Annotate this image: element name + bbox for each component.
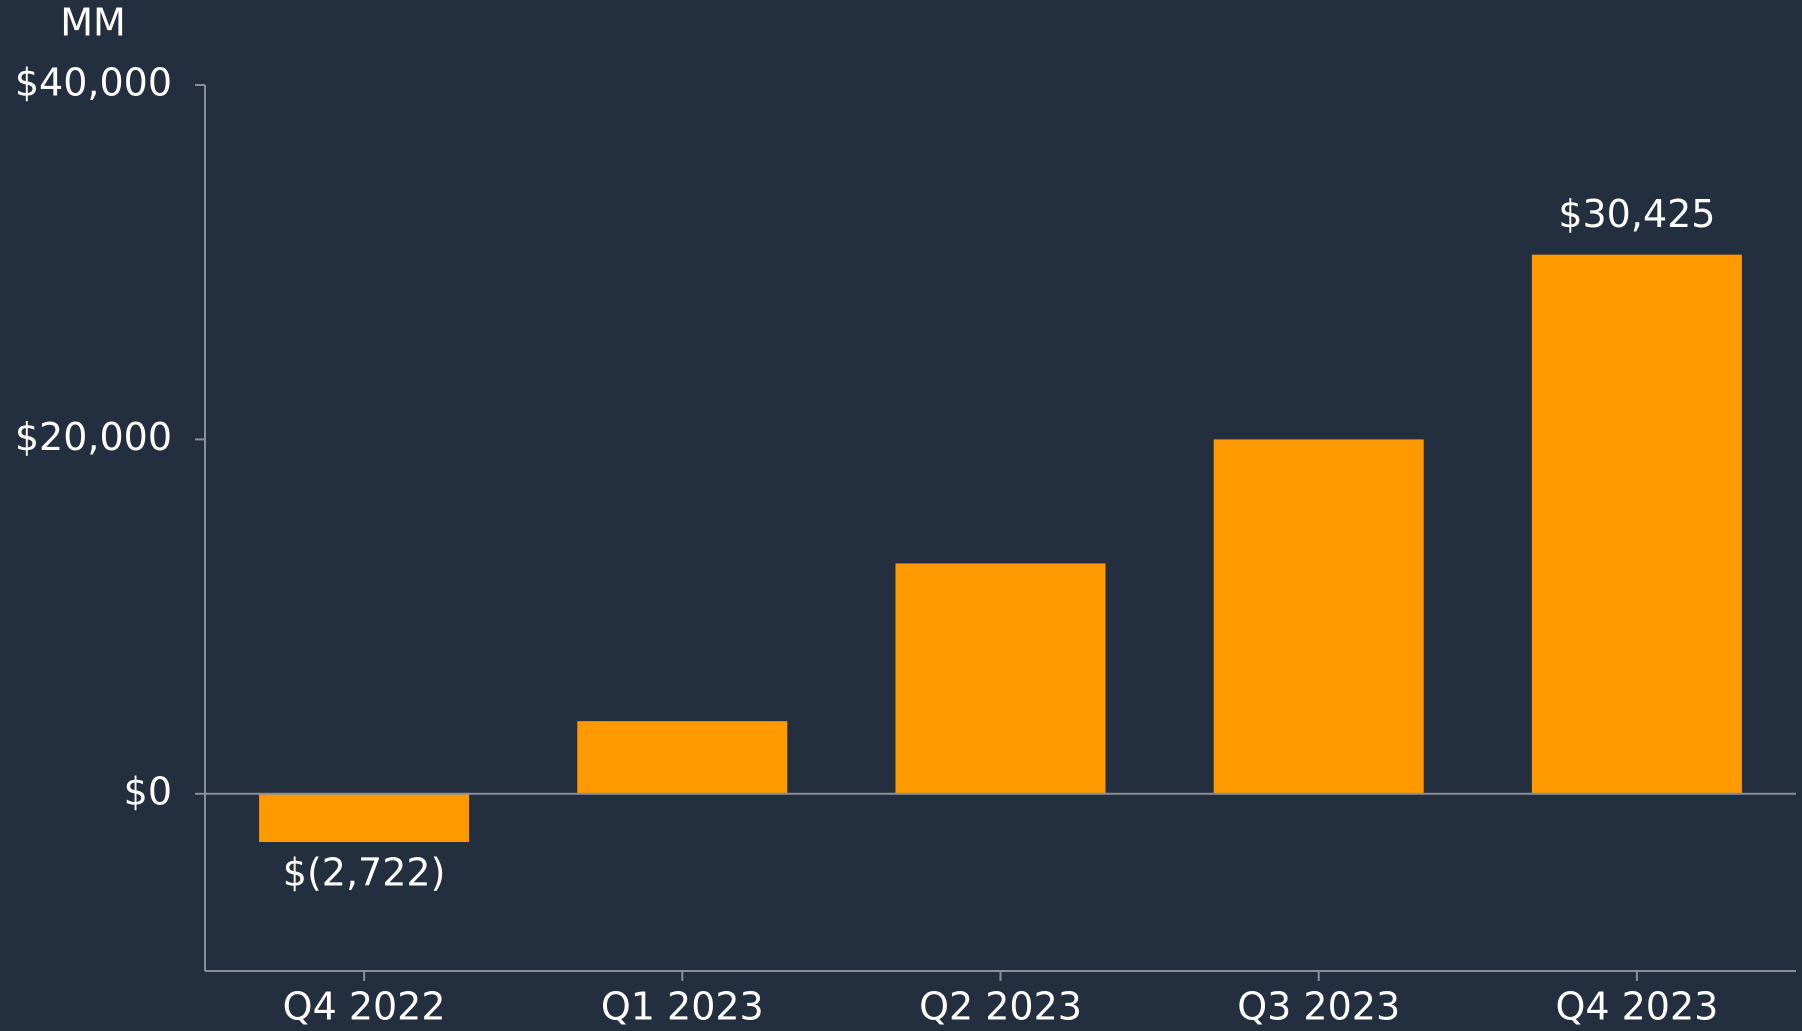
y-axis-label: MM xyxy=(60,1,126,45)
value-label: $(2,722) xyxy=(283,851,446,895)
y-tick-label: $20,000 xyxy=(15,415,172,459)
bar xyxy=(577,721,788,794)
x-tick-label: Q3 2023 xyxy=(1237,985,1400,1029)
y-tick-label: $0 xyxy=(124,769,172,813)
x-tick-label: Q2 2023 xyxy=(919,985,1082,1029)
x-tick-label: Q4 2022 xyxy=(283,985,446,1029)
x-tick-label: Q4 2023 xyxy=(1555,985,1718,1029)
x-tick-label: Q1 2023 xyxy=(601,985,764,1029)
value-label: $30,425 xyxy=(1558,192,1715,236)
y-tick-label: $40,000 xyxy=(15,61,172,105)
bar xyxy=(1213,439,1424,794)
bar xyxy=(895,563,1106,794)
bar xyxy=(1531,254,1742,794)
bar xyxy=(259,793,470,843)
